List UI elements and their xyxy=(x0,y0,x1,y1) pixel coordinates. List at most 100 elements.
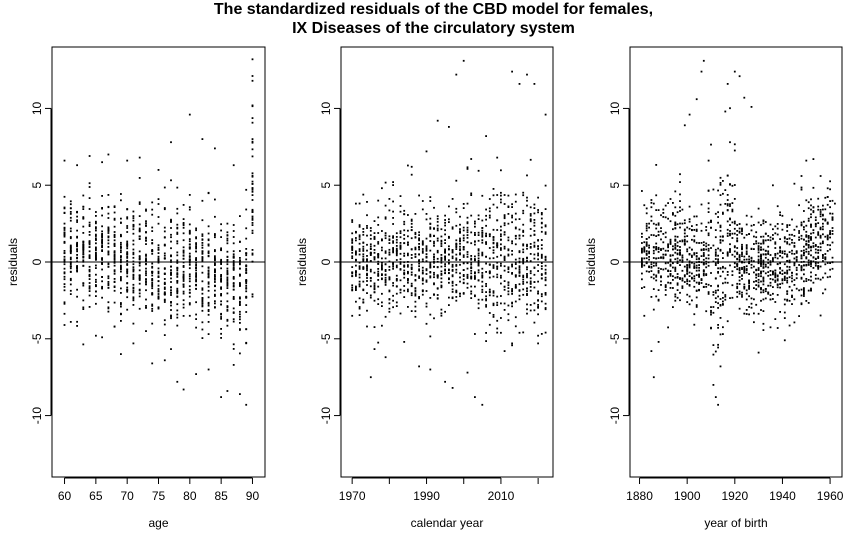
data-point xyxy=(807,279,810,281)
data-point xyxy=(145,231,147,233)
data-point xyxy=(648,250,650,253)
data-point xyxy=(120,270,122,273)
data-point xyxy=(362,248,365,250)
data-point xyxy=(762,248,765,251)
data-point xyxy=(418,297,420,300)
data-point xyxy=(384,232,387,234)
data-point xyxy=(507,253,510,256)
data-point xyxy=(805,235,808,238)
data-point xyxy=(688,271,691,274)
data-point xyxy=(101,207,103,210)
data-point xyxy=(831,230,834,232)
data-point xyxy=(455,246,458,248)
data-point xyxy=(251,232,254,234)
data-point xyxy=(481,272,484,274)
data-point xyxy=(170,291,172,294)
data-point xyxy=(707,291,710,293)
data-point xyxy=(433,261,435,264)
data-point xyxy=(760,224,762,226)
data-point xyxy=(477,264,480,267)
data-point xyxy=(220,294,222,296)
data-point xyxy=(807,302,810,304)
data-point xyxy=(355,239,357,242)
data-point xyxy=(810,265,812,268)
data-point xyxy=(522,258,525,261)
data-point xyxy=(507,248,510,251)
data-point xyxy=(533,224,536,227)
data-point xyxy=(421,279,424,282)
data-point xyxy=(358,280,361,283)
data-point xyxy=(145,330,147,332)
data-point xyxy=(477,302,480,305)
data-point xyxy=(425,253,428,255)
data-point xyxy=(760,261,762,264)
data-point xyxy=(791,218,793,221)
data-point xyxy=(157,216,160,218)
data-point xyxy=(717,326,719,329)
data-point xyxy=(366,234,368,237)
data-point xyxy=(113,231,116,233)
data-point xyxy=(507,266,510,269)
data-point xyxy=(366,325,368,328)
data-point xyxy=(757,258,760,261)
data-point xyxy=(786,277,789,279)
data-point xyxy=(82,240,85,243)
data-point xyxy=(170,227,172,229)
data-point xyxy=(526,247,528,250)
data-point xyxy=(717,267,719,270)
data-point xyxy=(63,275,66,278)
data-point xyxy=(807,259,810,262)
data-point xyxy=(733,250,736,253)
data-point xyxy=(745,244,748,246)
data-point xyxy=(384,315,387,318)
data-point xyxy=(466,253,469,256)
data-point xyxy=(151,292,154,295)
data-point xyxy=(652,222,655,225)
data-point xyxy=(384,216,387,219)
data-point xyxy=(814,274,817,276)
data-point xyxy=(762,298,765,301)
data-point xyxy=(645,254,648,256)
data-point xyxy=(511,250,513,252)
data-point xyxy=(474,243,476,246)
data-point xyxy=(366,214,368,217)
data-point xyxy=(232,348,235,350)
data-point xyxy=(507,287,510,289)
data-point xyxy=(774,273,777,276)
data-point xyxy=(695,269,698,272)
y-tick-label: -5 xyxy=(319,333,333,344)
data-point xyxy=(655,274,658,277)
data-point xyxy=(126,245,129,248)
data-point xyxy=(63,260,66,262)
data-point xyxy=(251,224,254,226)
data-point xyxy=(693,253,696,256)
data-point xyxy=(514,275,517,278)
data-point xyxy=(757,284,760,287)
data-point xyxy=(245,227,248,230)
data-point xyxy=(686,266,689,268)
data-point xyxy=(492,314,495,316)
data-point xyxy=(126,240,129,243)
data-point xyxy=(448,253,450,256)
data-point xyxy=(722,270,724,273)
data-point xyxy=(88,225,91,227)
data-point xyxy=(232,320,235,323)
data-point xyxy=(214,281,216,283)
data-point xyxy=(226,250,229,253)
data-point xyxy=(500,235,502,238)
data-point xyxy=(459,230,461,233)
data-point xyxy=(514,258,517,261)
data-point xyxy=(138,215,141,217)
data-point xyxy=(503,288,506,291)
data-point xyxy=(132,253,135,256)
x-tick-label: 70 xyxy=(120,489,134,503)
data-point xyxy=(418,234,420,236)
data-point xyxy=(226,318,229,321)
data-point xyxy=(762,219,765,222)
data-point xyxy=(366,225,368,227)
data-point xyxy=(655,223,658,226)
data-point xyxy=(774,242,777,245)
data-point xyxy=(120,260,122,262)
data-point xyxy=(163,278,166,280)
data-point xyxy=(688,260,691,263)
